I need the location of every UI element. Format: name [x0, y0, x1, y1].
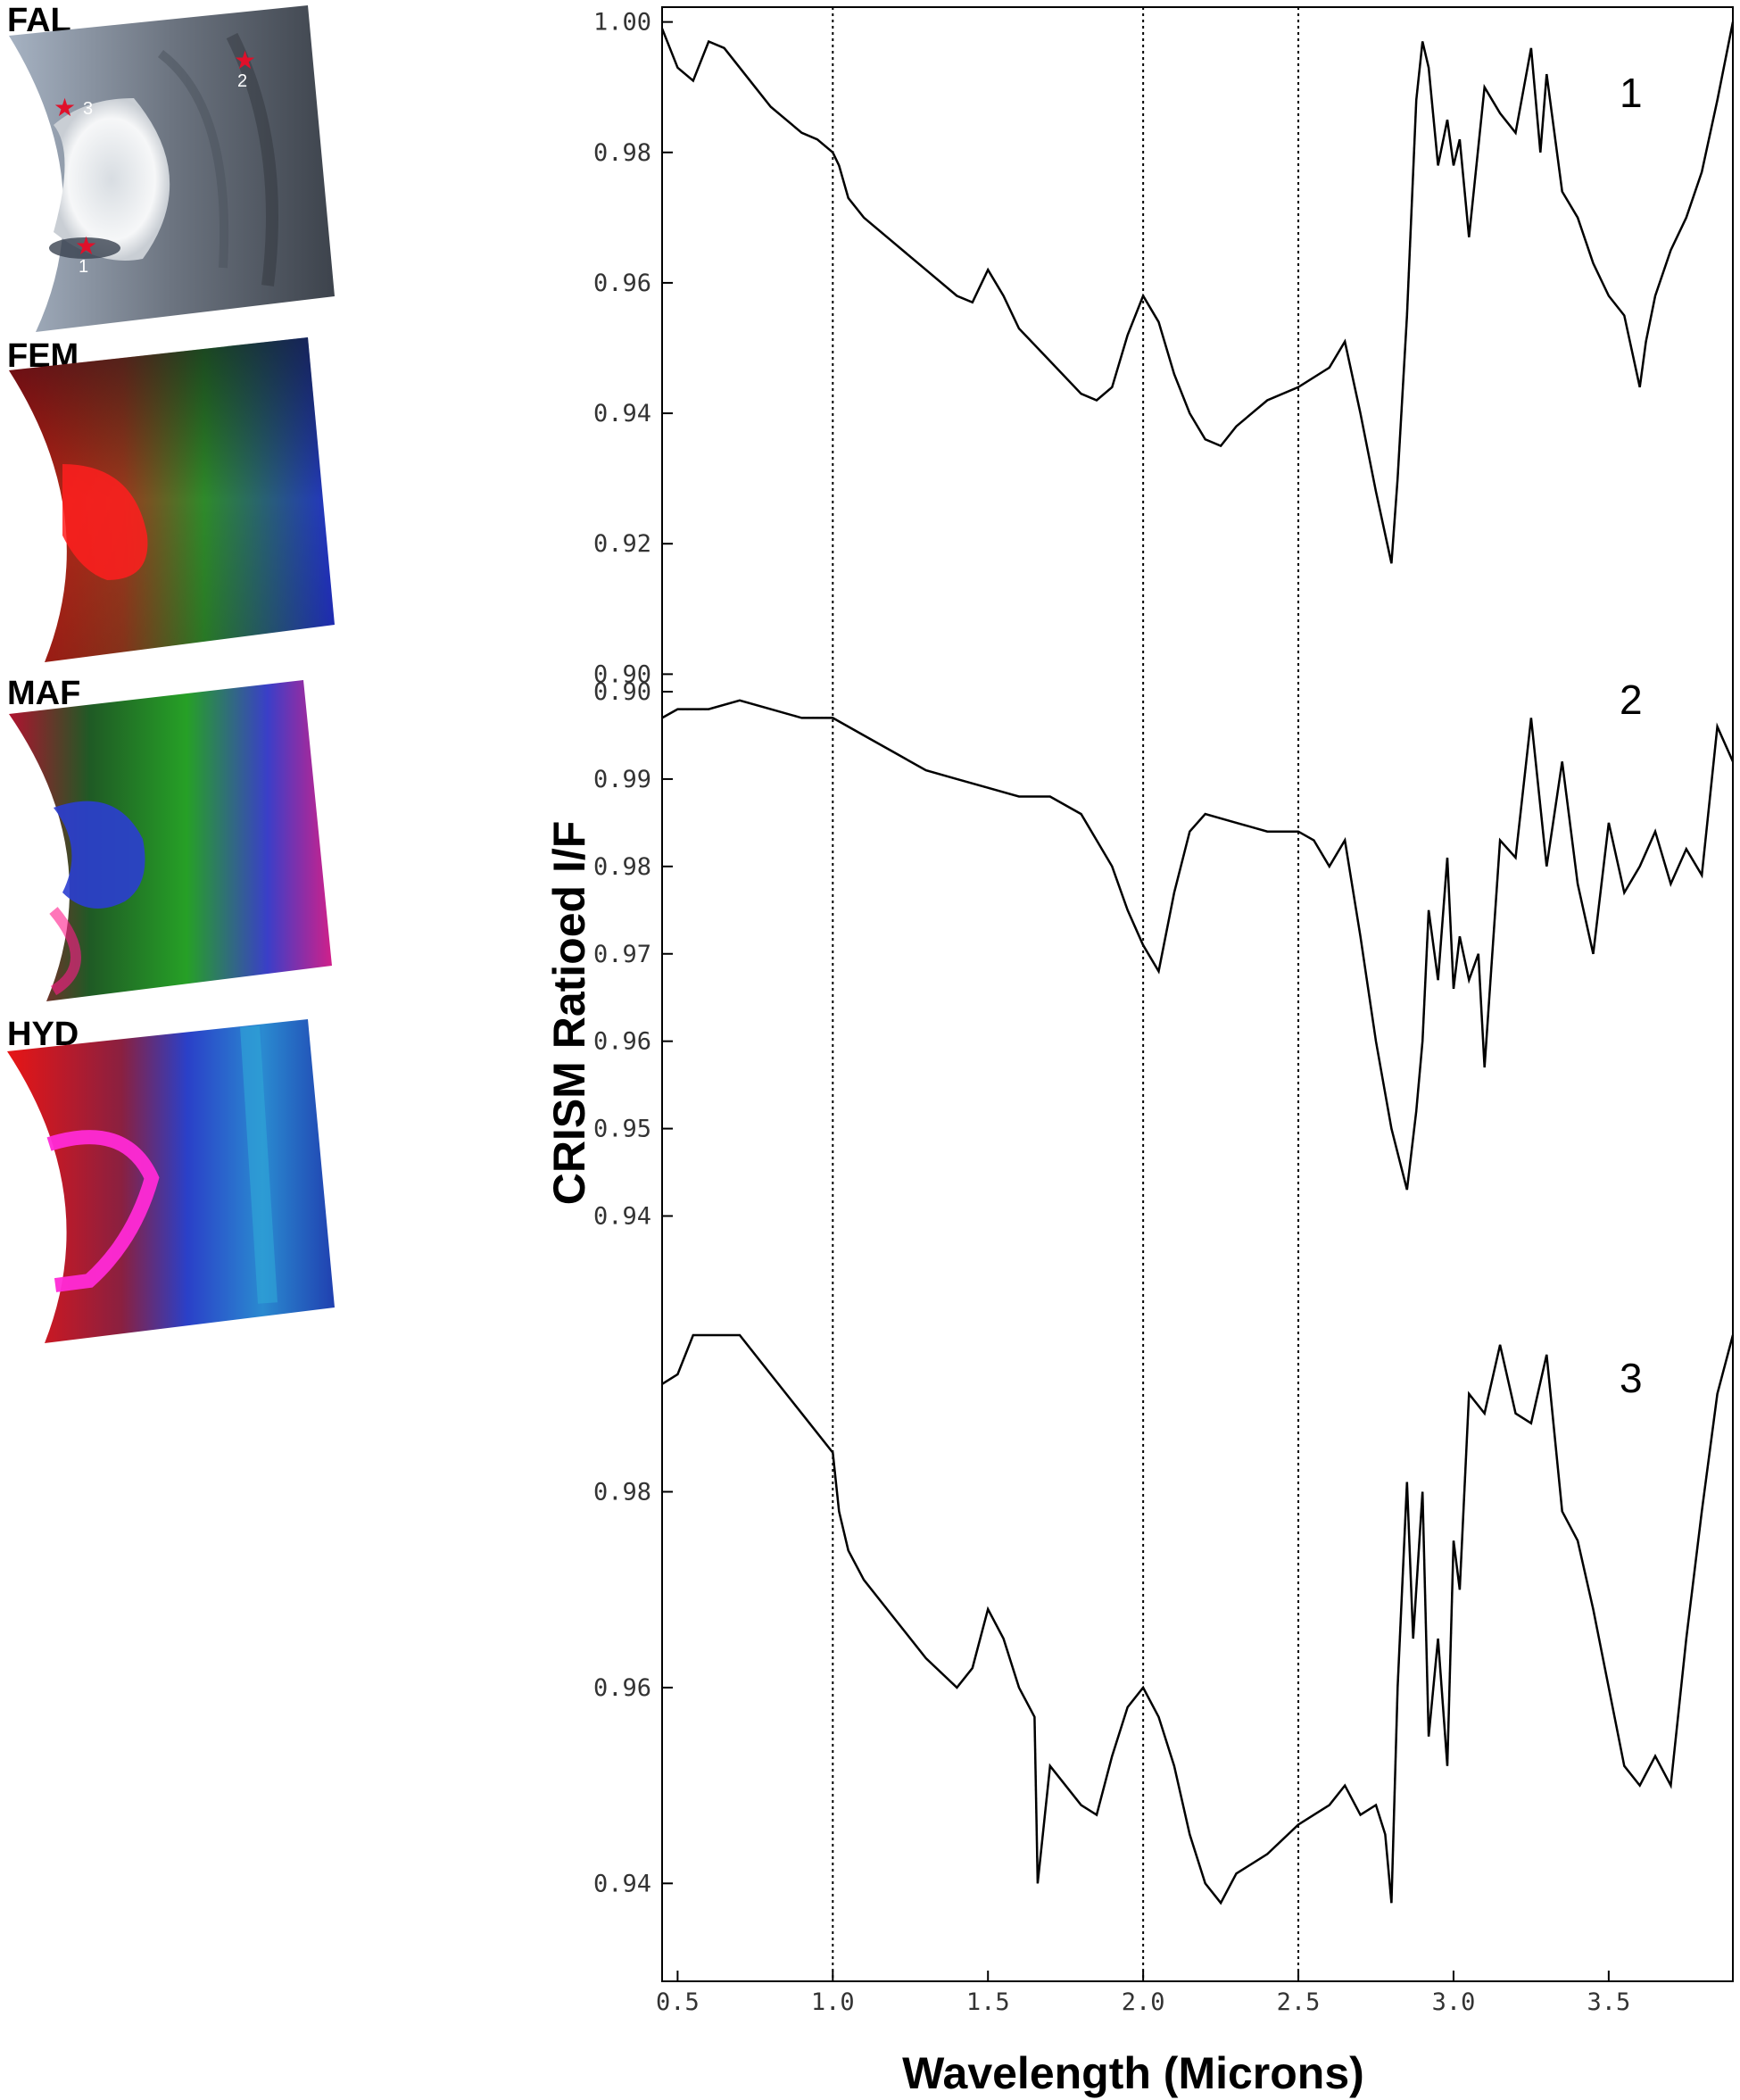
x-tick-label: 1.0 [811, 1988, 855, 2016]
y-axis-title: CRISM Ratioed I/F [544, 821, 594, 1206]
x-tick-label: 1.5 [966, 1988, 1010, 2016]
marker-3-label: 3 [83, 99, 93, 119]
spectrum-3-line [661, 1333, 1735, 1905]
reference-lines [832, 7, 1300, 1981]
fem-image [9, 337, 335, 662]
marker-2-icon: ★ [234, 46, 256, 74]
y-tick-label: 0.94 [593, 1870, 651, 1897]
y-tick-label: 0.99 [593, 766, 651, 793]
spectrum-1-line [660, 21, 1735, 564]
spectrum-1-label: 1 [1620, 70, 1643, 116]
spectrum-2-dotted [661, 699, 1734, 1191]
y-tick-label: 0.95 [593, 1116, 651, 1143]
map-panels: ★ 3 ★ 1 ★ 2 [7, 5, 335, 1343]
x-tick-label: 2.0 [1122, 1988, 1165, 2016]
marker-1-label: 1 [79, 257, 88, 277]
hyd-image [7, 1019, 335, 1343]
x-tick-label: 3.0 [1432, 1988, 1476, 2016]
x-tick-label: 3.5 [1587, 1988, 1630, 2016]
subplot-labels: 1 2 3 [1620, 70, 1643, 1401]
spectrum-3-label: 3 [1620, 1355, 1643, 1401]
y-tick-label: 0.98 [593, 139, 651, 167]
chart-frame [661, 6, 1734, 1982]
spectrum-3-dotted [661, 1334, 1734, 1905]
y-tick-label: 0.97 [593, 941, 651, 968]
marker-1-icon: ★ [75, 232, 97, 260]
fal-image: ★ 3 ★ 1 ★ 2 [9, 5, 335, 332]
y-tick-label: 0.98 [593, 853, 651, 881]
x-axis-ticks: 0.5 1.0 1.5 2.0 2.5 3.0 3.5 [656, 1971, 1630, 2016]
spectrum-1-dotted [661, 21, 1734, 564]
spectrum-2-line [661, 699, 1735, 1191]
x-tick-label: 0.5 [656, 1988, 700, 2016]
y-tick-label: 0.98 [593, 1478, 651, 1506]
spectrum-2-label: 2 [1620, 676, 1643, 723]
y-tick-label: 0.96 [593, 1028, 651, 1056]
y-tick-label: 0.96 [593, 270, 651, 297]
y-tick-label: 1.00 [593, 9, 651, 37]
y-tick-label: 0.94 [593, 400, 651, 427]
y-tick-label: 0.90 [593, 678, 651, 706]
marker-3-icon: ★ [54, 94, 76, 121]
y-tick-label: 0.96 [593, 1674, 651, 1702]
y-tick-label: 0.92 [593, 530, 651, 558]
maf-image [9, 680, 332, 1001]
x-axis-title: Wavelength (Microns) [902, 2048, 1364, 2098]
series-layer [660, 21, 1735, 1905]
x-tick-label: 2.5 [1277, 1988, 1321, 2016]
marker-2-label: 2 [237, 71, 247, 91]
panel-maf-label: MAF [7, 675, 81, 712]
y-tick-label: 0.94 [593, 1203, 651, 1231]
y-tick-label: 0.90 [593, 660, 651, 688]
y-axis-ticks: 1.00 0.98 0.96 0.94 0.92 0.900.90 0.99 0.98 0.97… [593, 9, 673, 1897]
